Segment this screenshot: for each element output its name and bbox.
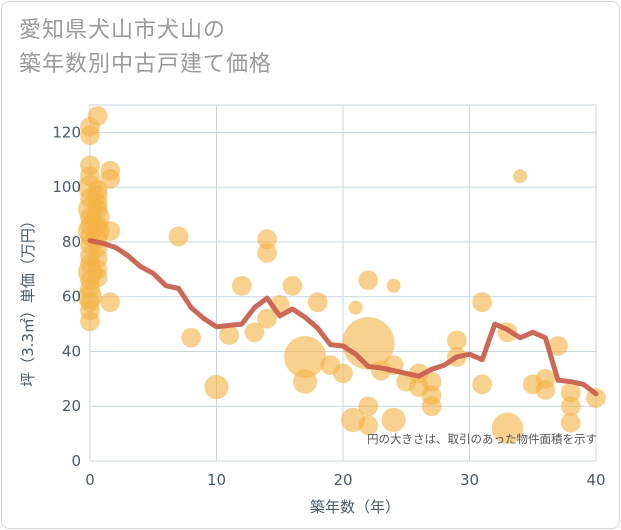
y-tick-label: 80 [62,233,81,251]
x-tick-label: 30 [460,471,479,489]
bubble-point [381,407,406,433]
bubble-point [100,292,121,313]
bubble-point [257,308,277,329]
bubble-point [535,379,556,400]
bubble-point [386,278,401,293]
bubble-point [257,242,277,263]
bubble-point [421,371,442,392]
bubble-point [358,415,379,436]
x-tick-label: 0 [85,471,95,489]
bubble-point [282,275,303,296]
y-tick-label: 40 [62,342,81,360]
bubble-point [244,322,265,343]
bubble-point [100,221,121,241]
bubble-point [219,325,240,345]
bubble-point [491,412,524,444]
bubble-point [100,169,121,189]
x-tick-label: 20 [333,471,352,489]
bubble-size-note: 円の大きさは、取引のあった物件面積を示す [367,432,597,446]
bubble-point [80,125,100,146]
x-tick-label: 10 [207,471,226,489]
bubble-point [284,335,327,378]
bubble-point [87,106,108,126]
bubble-point [560,382,581,403]
y-tick-label: 20 [62,397,81,415]
trend-layer [87,238,599,397]
bubble-point [548,336,568,356]
bubble-point [560,412,581,433]
bubble-point [307,292,328,313]
bubble-point [181,327,202,348]
bubble-point [513,169,528,184]
bubble-point [560,396,581,417]
y-tick-label: 60 [62,288,81,306]
bubble-point [231,275,252,296]
bubble-point [204,374,229,400]
y-tick-label: 120 [52,123,81,141]
bubble-point [168,226,189,247]
chart-title-line-2: 築年数別中古戸建て価格 [19,52,273,77]
chart-title: 愛知県犬山市犬山の 築年数別中古戸建て価格 [19,14,272,82]
y-tick-label: 0 [71,452,81,470]
bubble-point [358,270,379,291]
y-tick-label: 100 [52,178,81,196]
bubble-point [257,229,277,250]
bubble-point [472,374,493,395]
bubble-point [80,311,100,332]
bubble-point [292,369,318,394]
tick-layer: 0 10 20 30 40 0 20 40 60 80 100 120 [52,123,605,489]
chart-title-line-1: 愛知県犬山市犬山の [19,18,227,43]
x-tick-label: 40 [586,471,605,489]
grid-layer [89,104,597,462]
bubble-point [87,267,108,288]
bubble-point [472,292,493,313]
bubble-point [446,330,467,351]
bubble-point [421,396,442,417]
trend-line [87,238,599,397]
bubble-point [333,363,353,384]
y-axis-label: 坪（3.3㎡）単価（万円） [19,213,37,387]
x-axis-label: 築年数（年） [310,498,400,516]
bubble-point [358,396,379,417]
bubble-point [348,300,363,315]
